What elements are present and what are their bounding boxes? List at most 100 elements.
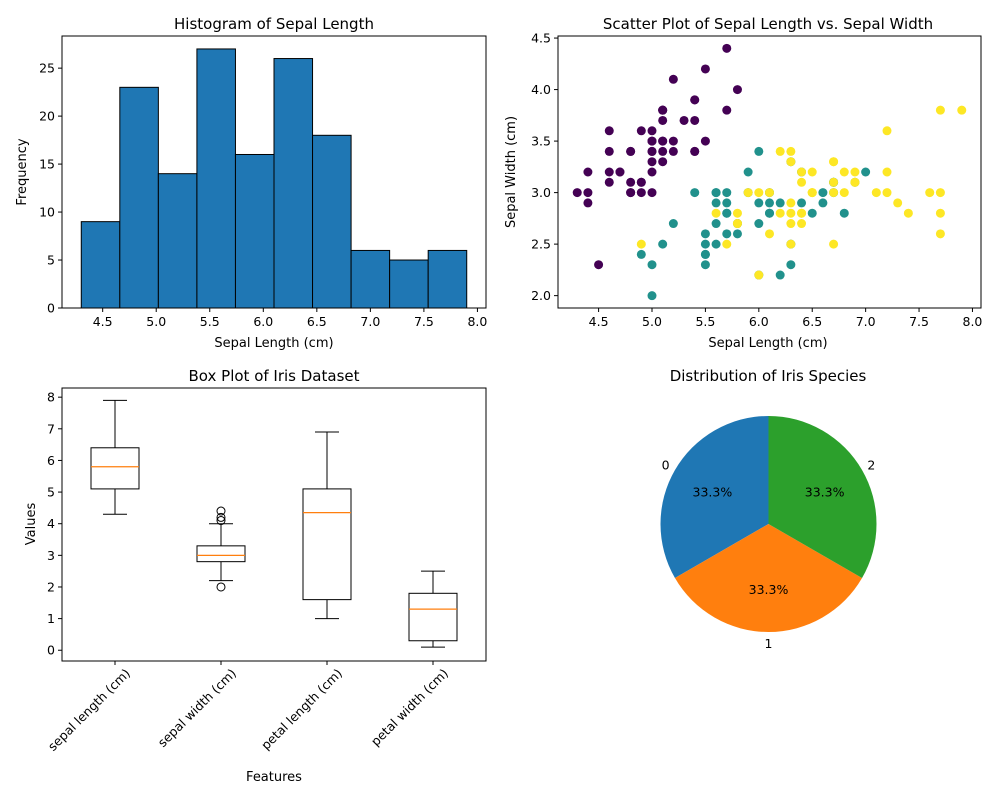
- y-tick-label: 20: [39, 109, 55, 124]
- scatter-point: [818, 188, 828, 198]
- box: [408, 592, 458, 642]
- scatter-point: [572, 188, 582, 198]
- histogram-y-ticks: 0 5 10 15 20 25: [39, 61, 62, 316]
- scatter-point: [861, 167, 871, 177]
- scatter-point: [765, 229, 774, 239]
- scatter-point: [797, 219, 807, 229]
- scatter-point: [658, 157, 668, 167]
- scatter-point: [935, 208, 945, 218]
- y-tick-label: 3.0: [531, 185, 551, 200]
- scatter-point: [700, 260, 710, 270]
- scatter-point: [925, 188, 935, 198]
- scatter-y-ticks: 2.0 2.5 3.0 3.5 4.0 4.5: [531, 31, 558, 303]
- boxplot-y-label: Values: [24, 503, 39, 546]
- scatter-point: [754, 219, 764, 229]
- scatter-point: [700, 239, 710, 249]
- y-tick-label: 0: [47, 643, 55, 658]
- y-tick-label: 25: [39, 61, 55, 76]
- boxplot-y-ticks: 0 1 2 3 4 5 6 7 8: [47, 390, 62, 658]
- histogram-bars: [80, 48, 468, 309]
- scatter-point: [786, 146, 796, 156]
- outlier-point: [216, 582, 226, 592]
- pie-chart: 33.3% 0 33.3% 1 33.3% 2: [660, 416, 877, 651]
- scatter-point: [658, 146, 668, 156]
- x-tick-label: 5.0: [146, 314, 166, 329]
- scatter-point: [882, 126, 892, 136]
- scatter-point: [754, 198, 764, 208]
- scatter-point: [722, 229, 732, 239]
- box: [302, 488, 352, 601]
- scatter-point: [797, 167, 807, 177]
- scatter-point: [604, 167, 614, 177]
- scatter-point: [711, 239, 721, 249]
- histogram-bar: [80, 221, 121, 309]
- scatter-point: [807, 167, 817, 177]
- scatter-point: [636, 249, 646, 259]
- scatter-point: [711, 219, 721, 229]
- histogram-bar: [196, 48, 236, 309]
- histogram-bar: [234, 153, 275, 309]
- y-tick-label: 5: [47, 485, 55, 500]
- scatter-point: [903, 208, 913, 218]
- scatter-frame: [557, 35, 982, 309]
- scatter-point: [786, 157, 796, 167]
- x-tick-label: 6.5: [802, 314, 822, 329]
- scatter-point: [626, 146, 636, 156]
- scatter-point: [647, 167, 657, 177]
- scatter-point: [700, 136, 710, 146]
- scatter-point: [893, 198, 903, 208]
- scatter-point: [829, 157, 839, 167]
- x-tick-label: 5.5: [200, 314, 220, 329]
- scatter-point: [754, 270, 764, 280]
- x-tick-label: 7.5: [414, 314, 434, 329]
- scatter-point: [668, 74, 678, 84]
- scatter-point: [829, 239, 839, 249]
- x-tick-label: 8.0: [467, 314, 487, 329]
- scatter-point: [636, 239, 646, 249]
- scatter-point: [711, 198, 721, 208]
- scatter-point: [786, 208, 796, 218]
- histogram-bar: [312, 134, 352, 309]
- y-tick-label: 4: [47, 516, 55, 531]
- scatter-point: [775, 198, 785, 208]
- histogram-frame: [61, 35, 487, 309]
- y-tick-label: 4.5: [531, 31, 551, 46]
- pie-category-label: 0: [662, 458, 670, 473]
- scatter-point: [647, 157, 657, 167]
- scatter-point: [700, 249, 710, 259]
- y-tick-label: 6: [47, 453, 55, 468]
- scatter-point: [839, 167, 849, 177]
- y-tick-label: 3.5: [531, 134, 551, 149]
- x-tick-label: 8.0: [963, 314, 983, 329]
- x-tick-label: 4.5: [589, 314, 609, 329]
- y-tick-label: 15: [39, 157, 55, 172]
- scatter-point: [636, 188, 646, 198]
- scatter-point: [732, 229, 742, 239]
- y-tick-label: 2: [47, 579, 55, 594]
- scatter-point: [658, 239, 668, 249]
- scatter-point: [935, 229, 945, 239]
- x-tick-label: 4.5: [93, 314, 113, 329]
- scatter-point: [754, 188, 764, 198]
- scatter-point: [679, 115, 689, 125]
- scatter-point: [690, 146, 700, 156]
- scatter-point: [754, 146, 764, 156]
- scatter-point: [786, 219, 796, 229]
- scatter-point: [786, 198, 796, 208]
- scatter-point: [636, 177, 646, 187]
- y-tick-label: 2.0: [531, 288, 551, 303]
- scatter-point: [765, 188, 774, 198]
- pie-category-label: 2: [867, 458, 875, 473]
- scatter-point: [743, 167, 753, 177]
- scatter-point: [722, 105, 732, 115]
- x-tick-label: 7.0: [360, 314, 380, 329]
- y-tick-label: 7: [47, 421, 55, 436]
- outlier-point: [216, 516, 226, 526]
- scatter-point: [658, 136, 668, 146]
- scatter-point: [647, 126, 657, 136]
- scatter-point: [722, 188, 732, 198]
- scatter-x-ticks: 4.5 5.0 5.5 6.0 6.5 7.0 7.5 8.0: [589, 308, 983, 329]
- y-tick-label: 1: [47, 611, 55, 626]
- scatter-point: [615, 167, 625, 177]
- histogram-x-label: Sepal Length (cm): [214, 336, 333, 351]
